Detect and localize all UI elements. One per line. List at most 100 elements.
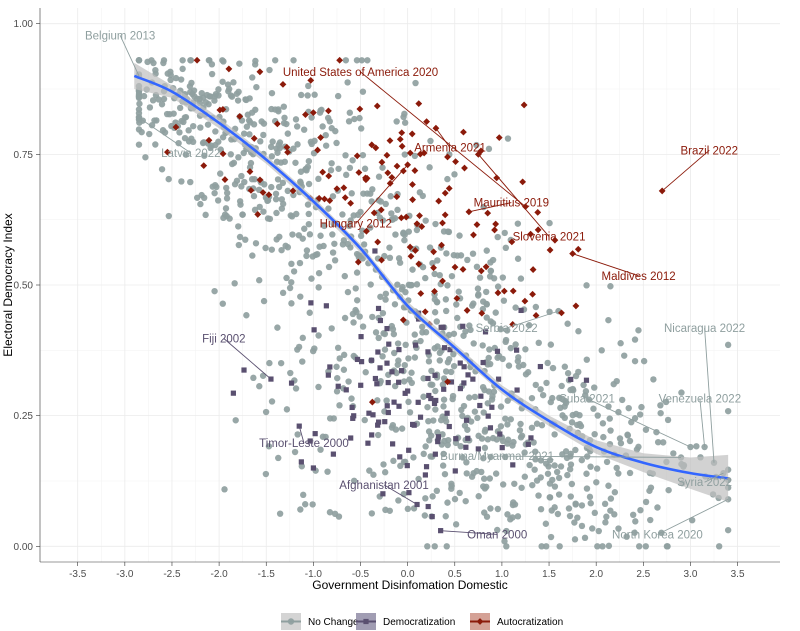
data-point [399,316,407,324]
data-point [409,196,416,204]
data-point [233,90,241,97]
data-point [426,164,433,171]
data-point [413,220,421,228]
data-point [305,82,312,90]
annotation-leader [435,127,451,148]
annotation-label: Brazil 2022 [681,145,739,157]
data-point [290,191,297,199]
data-point [215,92,222,99]
data-point [283,274,290,282]
data-point [267,143,275,151]
data-point [235,223,242,230]
data-point [284,187,291,195]
data-point [197,200,204,208]
data-point [379,309,387,317]
data-point [512,341,519,348]
data-point [583,282,590,289]
data-point [306,231,314,238]
data-point [275,183,283,191]
data-point [161,129,169,136]
data-point [524,369,532,376]
annotation-leader [138,117,192,154]
data-point [435,439,441,445]
data-point [401,110,408,118]
data-point [483,247,490,254]
data-point [350,319,357,326]
series-democratization [230,248,590,534]
data-point [366,410,372,416]
legend-label: Democratization [383,617,455,628]
data-point [250,135,258,142]
data-point [574,514,581,521]
data-point [489,256,497,264]
data-point [410,454,417,461]
data-point [453,301,460,308]
data-point [369,432,375,438]
data-point [444,175,451,183]
data-point [442,307,450,315]
data-point [211,189,218,197]
data-point [325,372,331,378]
data-point [487,453,494,461]
data-point [517,420,524,428]
data-point [453,295,461,302]
data-point [301,225,308,232]
data-point [485,145,493,153]
data-point [252,240,260,247]
data-point [318,106,325,114]
data-point [227,151,234,158]
data-point [235,154,242,161]
data-point [505,362,513,369]
data-point [502,244,510,252]
annotation-label: Armenia 2021 [414,143,486,155]
data-point [508,238,516,246]
data-point [599,420,607,427]
data-point [277,359,285,367]
data-point [464,256,471,264]
annotation-label: Slovenia 2021 [513,232,586,244]
data-point [477,267,485,275]
data-point [172,74,180,82]
x-tick-label: -1.5 [258,569,276,580]
data-point [256,68,264,76]
data-point [220,214,227,222]
data-point [454,314,461,322]
data-point [448,485,455,492]
data-point [303,247,311,254]
data-point [321,195,328,203]
data-point [489,434,497,442]
data-point [420,149,428,157]
data-point [265,191,273,199]
data-point [453,436,459,442]
data-point [480,359,486,366]
data-point [537,386,544,393]
data-point [435,197,443,205]
data-point [724,407,732,415]
data-point [249,252,256,259]
data-point [326,509,334,516]
data-point [459,265,467,273]
data-point [187,57,194,64]
data-point [440,403,447,410]
data-point [372,248,378,254]
data-point [343,171,350,179]
data-point [381,252,388,260]
data-point [411,331,418,338]
data-point [554,510,562,518]
data-point [509,287,517,295]
data-point [350,415,356,421]
data-point [327,167,335,174]
annotation-label: Burma/Myanmar 2021 [440,451,554,463]
data-point [519,178,527,186]
data-point [221,176,229,183]
data-point [543,379,550,387]
data-point [369,186,376,193]
data-point [300,126,308,133]
data-point [494,233,501,241]
data-point [642,498,650,506]
data-point [433,397,439,404]
data-point [445,228,453,236]
data-point [581,534,589,542]
data-point [140,92,148,100]
data-point [333,388,341,395]
